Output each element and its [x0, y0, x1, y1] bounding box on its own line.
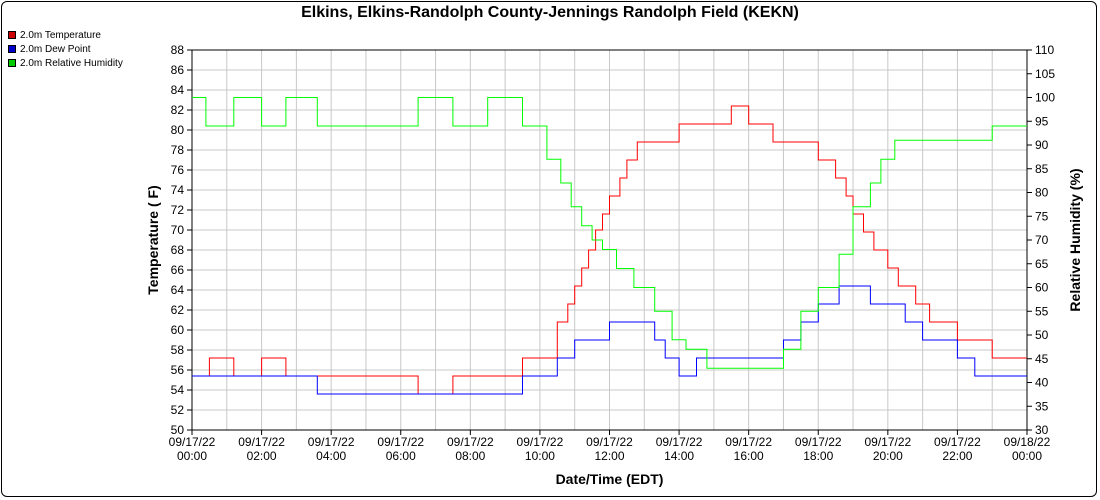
x-tick-date-label: 09/17/22 — [169, 435, 216, 449]
y-tick-right-label: 30 — [1035, 423, 1049, 437]
x-tick-time-label: 10:00 — [525, 449, 555, 463]
y-tick-left-label: 80 — [171, 123, 185, 137]
y-tick-left-label: 60 — [171, 323, 185, 337]
y-tick-right-label: 95 — [1035, 114, 1049, 128]
x-tick-time-label: 16:00 — [734, 449, 764, 463]
y-tick-left-label: 56 — [171, 363, 185, 377]
y-tick-left-label: 52 — [171, 403, 185, 417]
legend: 2.0m Temperature 2.0m Dew Point 2.0m Rel… — [8, 28, 123, 70]
y-tick-right-label: 75 — [1035, 209, 1049, 223]
y-axis-right-label: Relative Humidity (%) — [1067, 168, 1083, 311]
x-tick-date-label: 09/17/22 — [238, 435, 285, 449]
y-tick-right-label: 55 — [1035, 304, 1049, 318]
ticks-group: 50 52 54 56 58 60 62 64 66 68 70 72 74 76 78 80 82 84 86 88… — [169, 43, 1056, 463]
x-tick-time-label: 20:00 — [873, 449, 903, 463]
y-tick-left-label: 68 — [171, 243, 185, 257]
x-tick-date-label: 09/17/22 — [308, 435, 355, 449]
x-tick-date-label: 09/17/22 — [795, 435, 842, 449]
y-tick-left-label: 74 — [171, 183, 185, 197]
y-tick-right-label: 45 — [1035, 352, 1049, 366]
x-tick-date-label: 09/18/22 — [1004, 435, 1051, 449]
y-tick-left-label: 62 — [171, 303, 185, 317]
y-tick-left-label: 82 — [171, 103, 185, 117]
y-tick-left-label: 78 — [171, 143, 185, 157]
y-tick-left-label: 50 — [171, 423, 185, 437]
y-tick-left-label: 76 — [171, 163, 185, 177]
x-tick-time-label: 22:00 — [942, 449, 972, 463]
series-group — [192, 97, 1027, 395]
series-line-dewpoint — [192, 285, 1027, 395]
legend-item-humidity: 2.0m Relative Humidity — [8, 56, 123, 70]
y-tick-right-label: 85 — [1035, 162, 1049, 176]
y-tick-left-label: 54 — [171, 383, 185, 397]
y-tick-right-label: 100 — [1035, 91, 1055, 105]
x-tick-time-label: 00:00 — [1012, 449, 1042, 463]
x-tick-date-label: 09/17/22 — [586, 435, 633, 449]
y-tick-right-label: 40 — [1035, 376, 1049, 390]
legend-item-dewpoint: 2.0m Dew Point — [8, 42, 123, 56]
legend-item-temperature: 2.0m Temperature — [8, 28, 123, 42]
y-tick-right-label: 70 — [1035, 233, 1049, 247]
x-tick-time-label: 00:00 — [177, 449, 207, 463]
y-tick-right-label: 110 — [1035, 43, 1054, 57]
y-tick-right-label: 35 — [1035, 399, 1049, 413]
y-tick-left-label: 58 — [171, 343, 185, 357]
x-tick-time-label: 04:00 — [316, 449, 346, 463]
x-tick-date-label: 09/17/22 — [447, 435, 494, 449]
y-tick-left-label: 86 — [171, 63, 185, 77]
chart-title: Elkins, Elkins-Randolph County-Jennings … — [301, 4, 799, 21]
legend-label-temperature: 2.0m Temperature — [20, 29, 101, 41]
x-tick-date-label: 09/17/22 — [725, 435, 772, 449]
y-axis-left-label: Temperature ( F) — [145, 185, 161, 294]
y-tick-right-label: 60 — [1035, 281, 1049, 295]
y-tick-right-label: 65 — [1035, 257, 1049, 271]
x-tick-time-label: 12:00 — [594, 449, 624, 463]
legend-label-dewpoint: 2.0m Dew Point — [20, 43, 91, 55]
x-tick-time-label: 06:00 — [386, 449, 416, 463]
y-tick-left-label: 70 — [171, 223, 185, 237]
y-tick-right-label: 80 — [1035, 186, 1049, 200]
x-tick-time-label: 02:00 — [247, 449, 277, 463]
y-tick-left-label: 84 — [171, 83, 185, 97]
y-tick-left-label: 66 — [171, 263, 185, 277]
x-tick-date-label: 09/17/22 — [864, 435, 911, 449]
x-tick-date-label: 09/17/22 — [517, 435, 564, 449]
y-tick-right-label: 50 — [1035, 328, 1049, 342]
y-tick-right-label: 105 — [1035, 67, 1055, 81]
legend-label-humidity: 2.0m Relative Humidity — [20, 57, 123, 69]
legend-swatch-dewpoint — [8, 45, 16, 53]
x-tick-time-label: 14:00 — [664, 449, 694, 463]
y-tick-left-label: 88 — [171, 43, 185, 57]
x-tick-date-label: 09/17/22 — [934, 435, 981, 449]
x-tick-time-label: 18:00 — [803, 449, 833, 463]
y-tick-left-label: 72 — [171, 203, 185, 217]
y-tick-left-label: 64 — [171, 283, 185, 297]
x-tick-date-label: 09/17/22 — [656, 435, 703, 449]
y-tick-right-label: 90 — [1035, 138, 1049, 152]
legend-swatch-humidity — [8, 59, 16, 67]
series-line-humidity — [192, 97, 1027, 369]
legend-swatch-temperature — [8, 31, 16, 39]
x-axis-label: Date/Time (EDT) — [556, 471, 664, 487]
x-tick-time-label: 08:00 — [455, 449, 485, 463]
x-tick-date-label: 09/17/22 — [377, 435, 424, 449]
